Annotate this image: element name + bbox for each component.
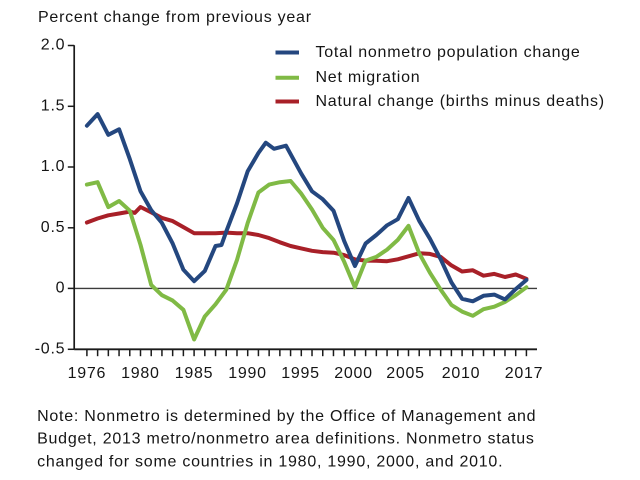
svg-text:Natural change (births minus d: Natural change (births minus deaths) xyxy=(316,93,605,110)
svg-text:2017: 2017 xyxy=(505,365,544,382)
svg-text:1.5: 1.5 xyxy=(41,98,66,115)
svg-text:1976: 1976 xyxy=(68,365,107,382)
svg-text:1985: 1985 xyxy=(175,365,214,382)
svg-text:2005: 2005 xyxy=(386,365,425,382)
svg-text:Note: Nonmetro is determined b: Note: Nonmetro is determined by the Offi… xyxy=(37,408,536,425)
svg-text:2.0: 2.0 xyxy=(41,37,66,54)
svg-text:2000: 2000 xyxy=(334,365,373,382)
svg-text:1995: 1995 xyxy=(281,365,320,382)
svg-text:1990: 1990 xyxy=(228,365,267,382)
svg-text:0.5: 0.5 xyxy=(41,219,66,236)
svg-text:Total nonmetro population chan: Total nonmetro population change xyxy=(316,44,581,61)
svg-text:1.0: 1.0 xyxy=(41,158,66,175)
svg-text:changed for some countries in: changed for some countries in 1980, 1990… xyxy=(37,453,503,470)
svg-text:Net migration: Net migration xyxy=(316,69,421,86)
svg-text:1980: 1980 xyxy=(121,365,160,382)
svg-text:2010: 2010 xyxy=(442,365,481,382)
svg-text:0: 0 xyxy=(56,280,66,297)
svg-text:Budget, 2013 metro/nonmetro ar: Budget, 2013 metro/nonmetro area definit… xyxy=(37,431,535,448)
svg-text:-0.5: -0.5 xyxy=(35,341,66,358)
svg-text:Percent change from previous y: Percent change from previous year xyxy=(38,9,312,26)
